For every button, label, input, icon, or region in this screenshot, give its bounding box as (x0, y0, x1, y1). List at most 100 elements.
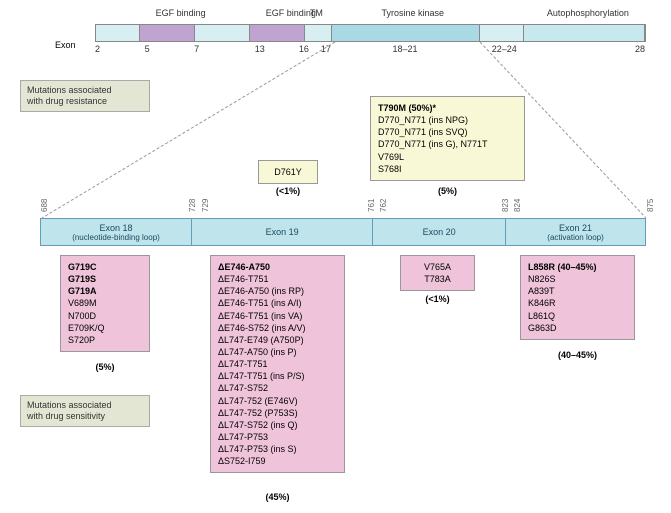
zoom-segment-title: Exon 18 (99, 223, 132, 233)
residue-tick: 688 (40, 199, 49, 212)
resist-exon20-pct: (5%) (370, 186, 525, 196)
domain-label: Tyrosine kinase (382, 8, 445, 18)
exon-tick: 18–21 (393, 44, 418, 54)
exon-tick: 13 (255, 44, 265, 54)
mutation-item: D770_N771 (ins SVQ) (378, 126, 517, 138)
mutation-item: ΔL747-752 (E746V) (218, 395, 337, 407)
domain-segment (140, 25, 195, 41)
mutation-item: ΔE746-T751 (ins VA) (218, 310, 337, 322)
egfr-mutation-diagram: EGF bindingEGF bindingTMTyrosine kinaseA… (0, 0, 671, 513)
mutation-item: ΔL747-P753 (ins S) (218, 443, 337, 455)
mutation-item: ΔE746-T751 (218, 273, 337, 285)
mutation-item: ΔL747-P753 (218, 431, 337, 443)
mutation-list: G719CG719SG719AV689MN700DE709K/QS720P (68, 261, 142, 346)
mutation-item: ΔL747-S752 (218, 382, 337, 394)
mutation-item: N826S (528, 273, 627, 285)
mutation-item: D761Y (266, 166, 310, 178)
mutation-item: ΔE746-A750 (ins RP) (218, 285, 337, 297)
residue-tick: 728 (188, 199, 197, 212)
mutation-item: G719C (68, 261, 142, 273)
mutation-list: L858R (40–45%)N826SA839TK846RL861QG863D (528, 261, 627, 334)
zoom-exon-bar: Exon 18(nucleotide-binding loop) Exon 19 E… (40, 218, 646, 246)
mutation-list: T790M (50%)*D770_N771 (ins NPG)D770_N771… (378, 102, 517, 175)
mutation-item: G863D (528, 322, 627, 334)
mutation-item: E709K/Q (68, 322, 142, 334)
mutation-item: G719S (68, 273, 142, 285)
sensitivity-label-box: Mutations associated with drug sensitivi… (20, 395, 150, 427)
mutation-item: K846R (528, 297, 627, 309)
zoom-segment-title: Exon 21 (559, 223, 592, 233)
mutation-item: N700D (68, 310, 142, 322)
sens-exon21-pct: (40–45%) (520, 350, 635, 360)
mutation-item: ΔL747-A750 (ins P) (218, 346, 337, 358)
zoom-segment-sub: (activation loop) (547, 233, 603, 242)
domain-segment (96, 25, 140, 41)
residue-tick: 729 (201, 199, 210, 212)
domain-label: TM (310, 8, 323, 18)
exon-axis-label: Exon (55, 40, 76, 50)
residue-tick: 762 (379, 199, 388, 212)
resist-box-exon19: D761Y (258, 160, 318, 184)
sens-exon20-pct: (<1%) (400, 294, 475, 304)
sens-box-exon20: V765AT783A (400, 255, 475, 291)
domain-segment (305, 25, 332, 41)
exon-tick: 22–24 (492, 44, 517, 54)
mutation-item: G719A (68, 285, 142, 297)
mutation-item: L861Q (528, 310, 627, 322)
mutation-item: ΔE746-A750 (218, 261, 337, 273)
residue-tick: 823 (501, 199, 510, 212)
mutation-item: A839T (528, 285, 627, 297)
zoom-exon-segment: Exon 19 (192, 219, 373, 245)
sens-exon19-pct: (45%) (210, 492, 345, 502)
domain-segment (332, 25, 480, 41)
mutation-item: S768I (378, 163, 517, 175)
sensitivity-label-text: Mutations associated with drug sensitivi… (27, 400, 112, 421)
domain-labels-row: EGF bindingEGF bindingTMTyrosine kinaseA… (95, 8, 646, 22)
exon-tick: 2 (95, 44, 100, 54)
mutation-list: D761Y (266, 166, 310, 178)
exon-tick: 5 (145, 44, 150, 54)
domain-segment (480, 25, 524, 41)
zoom-exon-segment: Exon 20 (373, 219, 506, 245)
mutation-item: ΔE746-S752 (ins A/V) (218, 322, 337, 334)
domain-label: EGF binding (266, 8, 316, 18)
sens-box-exon19: ΔE746-A750ΔE746-T751ΔE746-A750 (ins RP)Δ… (210, 255, 345, 473)
resist-exon19-pct: (<1%) (258, 186, 318, 196)
sens-box-exon18: G719CG719SG719AV689MN700DE709K/QS720P (60, 255, 150, 352)
mutation-item: ΔS752-I759 (218, 455, 337, 467)
domain-segment (524, 25, 645, 41)
mutation-item: L858R (40–45%) (528, 261, 627, 273)
residue-tick: 824 (513, 199, 522, 212)
mutation-item: D770_N771 (ins G), N771T (378, 138, 517, 150)
mutation-item: T790M (50%)* (378, 102, 517, 114)
zoom-exon-segment: Exon 18(nucleotide-binding loop) (41, 219, 192, 245)
zoom-segment-title: Exon 20 (423, 227, 456, 237)
exon-tick: 28 (635, 44, 645, 54)
exon-tick: 17 (321, 44, 331, 54)
mutation-item: V769L (378, 151, 517, 163)
mutation-item: ΔL747-752 (P753S) (218, 407, 337, 419)
zoom-exon-segment: Exon 21(activation loop) (506, 219, 645, 245)
resistance-label-box: Mutations associated with drug resistanc… (20, 80, 150, 112)
mutation-item: ΔL747-T751 (ins P/S) (218, 370, 337, 382)
mutation-item: D770_N771 (ins NPG) (378, 114, 517, 126)
mutation-list: V765AT783A (408, 261, 467, 285)
sens-box-exon21: L858R (40–45%)N826SA839TK846RL861QG863D (520, 255, 635, 340)
mutation-item: ΔL747-E749 (A750P) (218, 334, 337, 346)
zoom-segment-title: Exon 19 (266, 227, 299, 237)
domain-segment (250, 25, 305, 41)
zoom-segment-sub: (nucleotide-binding loop) (72, 233, 160, 242)
resistance-label-text: Mutations associated with drug resistanc… (27, 85, 112, 106)
mutation-item: ΔE746-T751 (ins A/I) (218, 297, 337, 309)
exon-tick: 7 (194, 44, 199, 54)
sens-exon18-pct: (5%) (60, 362, 150, 372)
exon-tick: 16 (299, 44, 309, 54)
zoom-connectors (0, 42, 671, 222)
domain-bar (95, 24, 646, 42)
mutation-item: V765A (408, 261, 467, 273)
residue-tick: 875 (646, 199, 655, 212)
domain-label: EGF binding (156, 8, 206, 18)
mutation-item: T783A (408, 273, 467, 285)
domain-label: Autophosphorylation (547, 8, 629, 18)
mutation-item: ΔL747-T751 (218, 358, 337, 370)
